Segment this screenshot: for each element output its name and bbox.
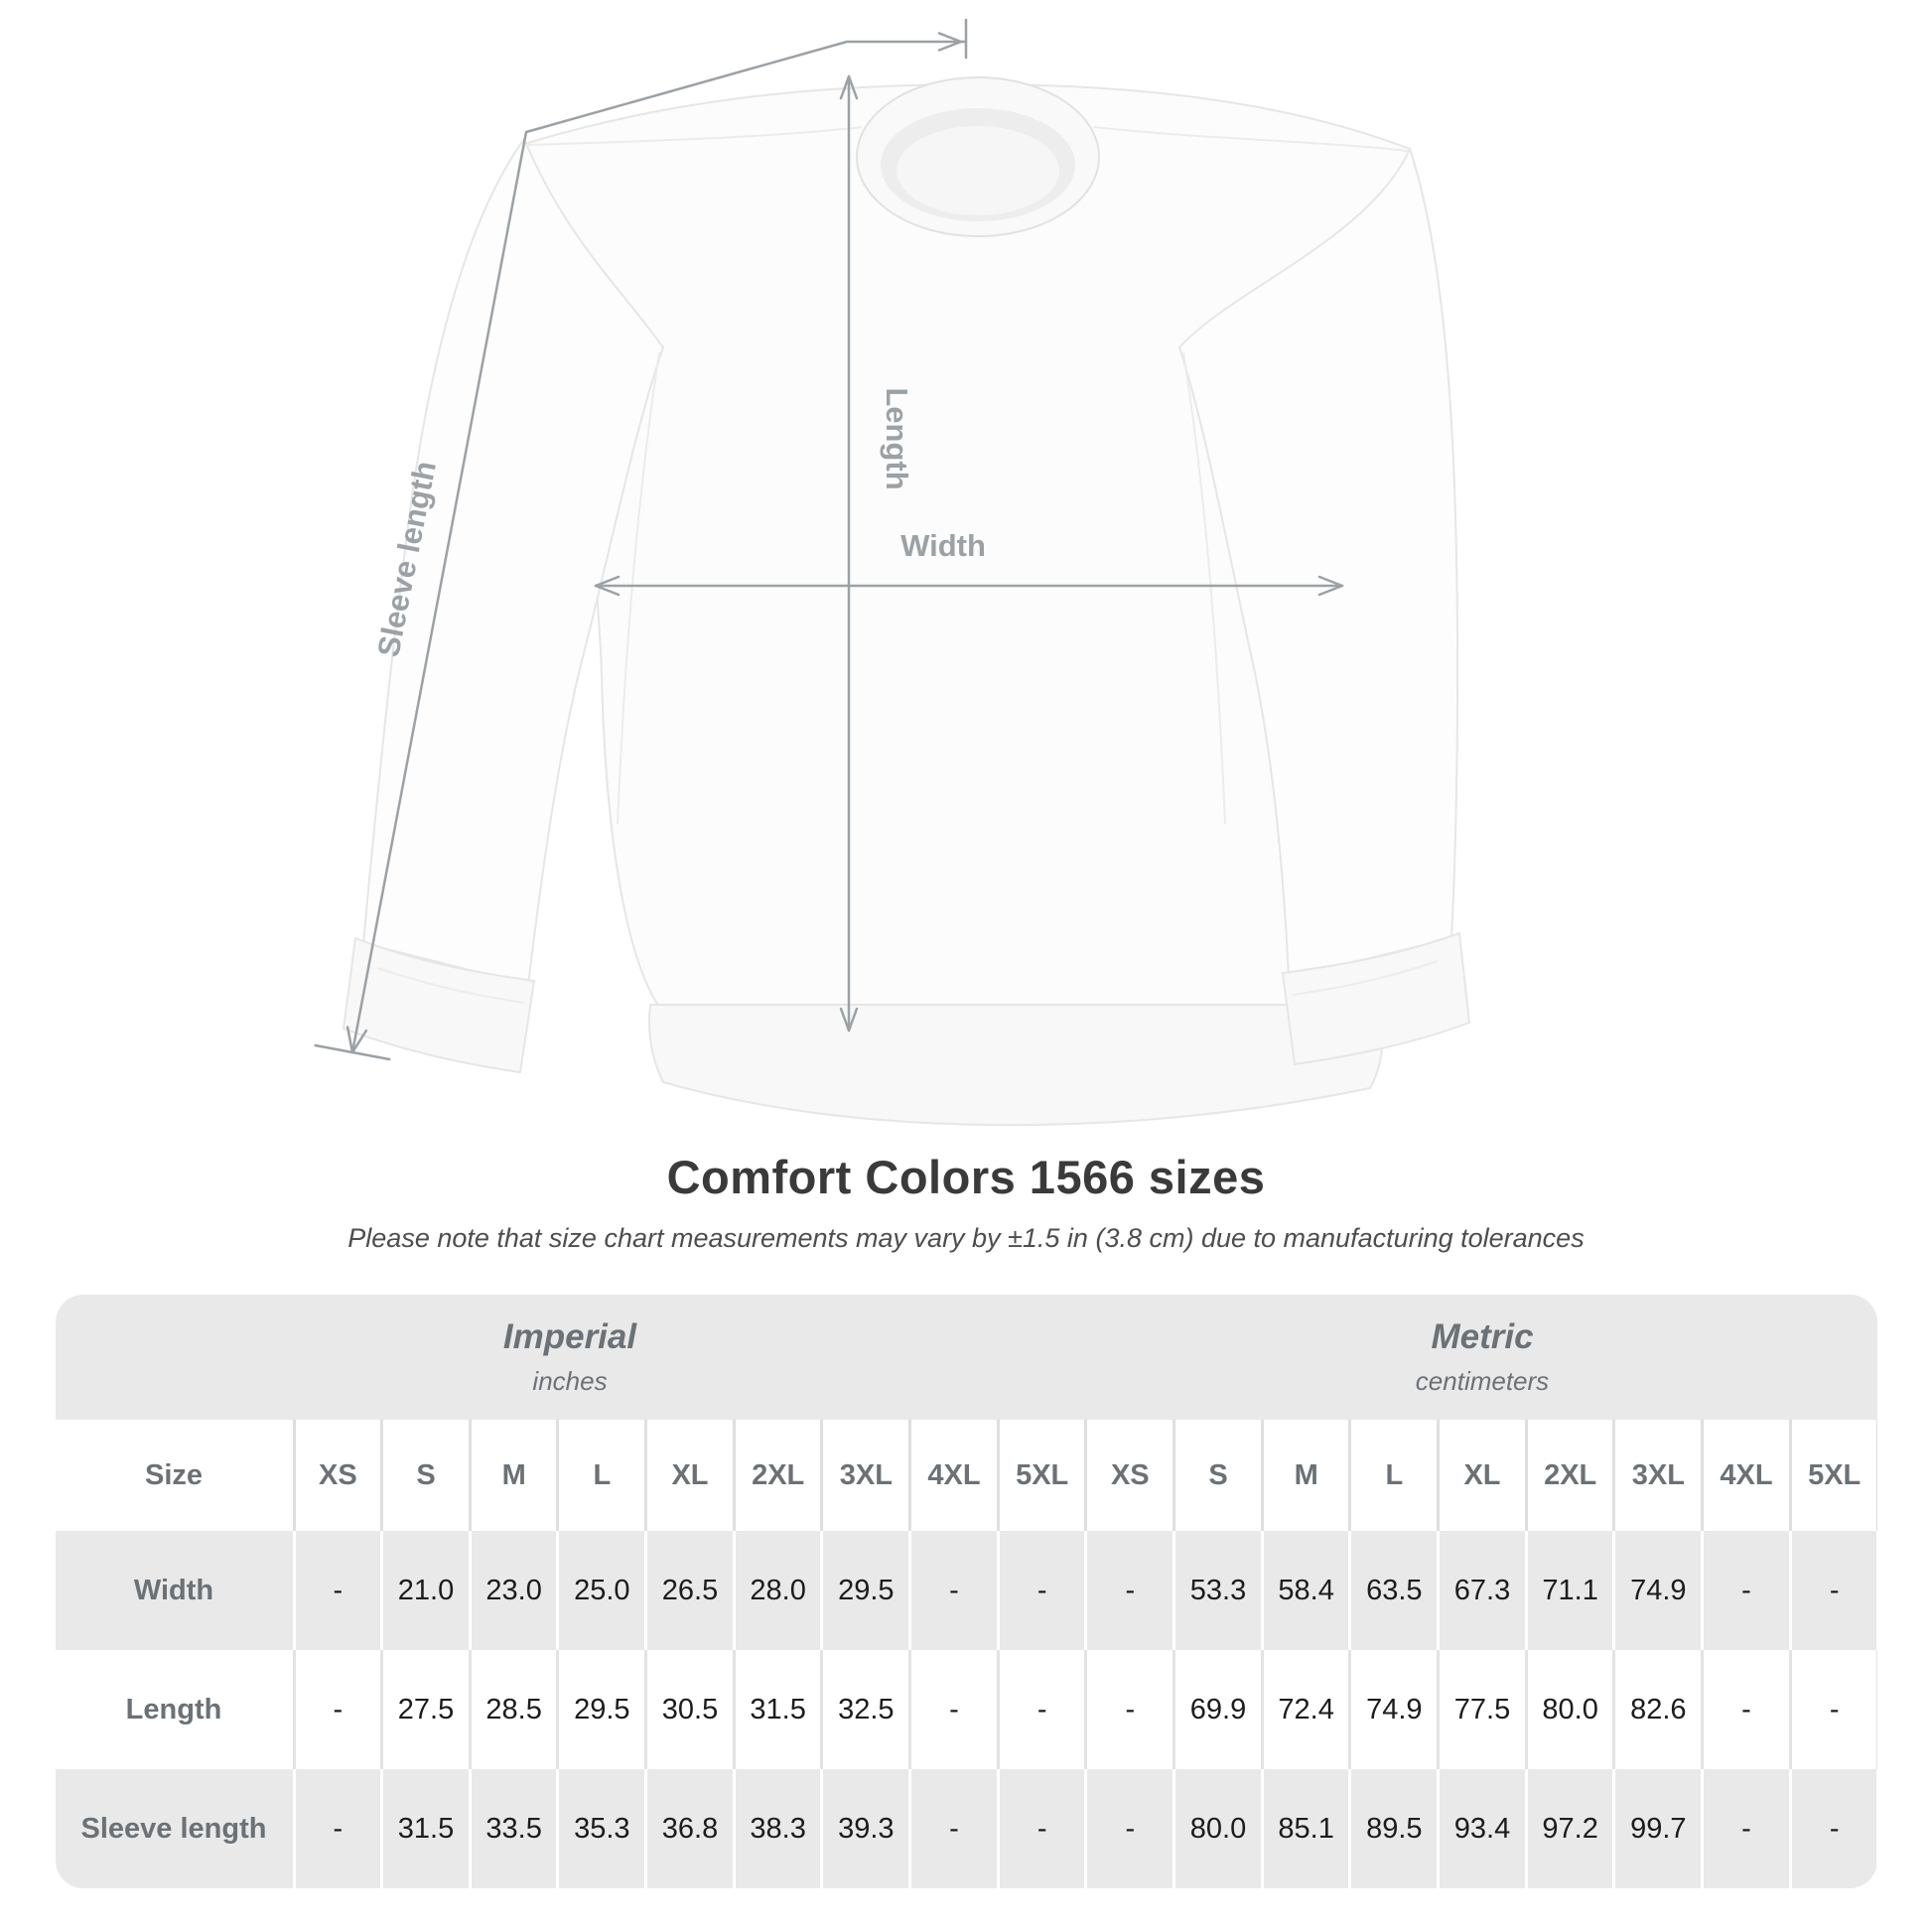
value-cell: 21.0: [383, 1531, 469, 1650]
size-chart-table: Imperial inches Metric centimeters Size X…: [55, 1295, 1877, 1888]
value-cell: -: [1704, 1531, 1789, 1650]
value-cell: 28.0: [735, 1531, 821, 1650]
row-label: Length: [55, 1650, 293, 1769]
value-cell: 80.0: [1527, 1650, 1613, 1769]
value-cell: 63.5: [1351, 1531, 1438, 1650]
size-header-imperial-l: L: [559, 1420, 645, 1531]
value-cell: -: [911, 1531, 997, 1650]
size-header-imperial-xl: XL: [647, 1420, 733, 1531]
value-cell: 27.5: [383, 1650, 469, 1769]
value-cell: -: [999, 1650, 1085, 1769]
value-cell: 29.5: [559, 1650, 645, 1769]
value-cell: 31.5: [735, 1650, 821, 1769]
size-header-metric-2xl: 2XL: [1527, 1420, 1613, 1531]
value-cell: 35.3: [559, 1769, 645, 1888]
value-cell: 74.9: [1351, 1650, 1438, 1769]
size-header-row: Size XS S M L XL 2XL 3XL 4XL 5XL XS S M L XL 2XL 3XL 4XL 5…: [55, 1420, 1877, 1531]
value-cell: -: [1704, 1650, 1789, 1769]
tolerance-note: Please note that size chart measurements…: [347, 1223, 1585, 1253]
width-label: Width: [900, 528, 986, 563]
value-cell: 25.0: [559, 1531, 645, 1650]
value-cell: 33.5: [471, 1769, 557, 1888]
size-header-imperial-4xl: 4XL: [911, 1420, 997, 1531]
value-cell: 71.1: [1527, 1531, 1613, 1650]
size-header-metric-xl: XL: [1440, 1420, 1525, 1531]
size-guide-figure: Width Length Sleeve length: [314, 18, 1471, 1127]
value-cell: 77.5: [1440, 1650, 1525, 1769]
value-cell: 36.8: [647, 1769, 733, 1888]
value-cell: -: [1791, 1531, 1877, 1650]
metric-label: Metric: [1431, 1317, 1534, 1356]
value-cell: -: [1791, 1769, 1877, 1888]
value-cell: 23.0: [471, 1531, 557, 1650]
value-cell: 32.5: [823, 1650, 909, 1769]
value-cell: 74.9: [1615, 1531, 1702, 1650]
size-header-imperial-s: S: [383, 1420, 469, 1531]
value-cell: 53.3: [1175, 1531, 1261, 1650]
size-header-metric-l: L: [1351, 1420, 1438, 1531]
value-cell: 80.0: [1175, 1769, 1261, 1888]
sweatshirt-illustration: [342, 76, 1471, 1127]
metric-unit-label: centimeters: [1415, 1366, 1550, 1396]
value-cell: 99.7: [1615, 1769, 1702, 1888]
size-header-imperial-3xl: 3XL: [823, 1420, 909, 1531]
page-title: Comfort Colors 1566 sizes: [666, 1151, 1266, 1203]
table-row-length: Length -27.5 28.5 29.5 30.5 31.5 32.5- - -69.9 72…: [55, 1650, 1877, 1769]
value-cell: -: [999, 1769, 1085, 1888]
value-cell: -: [295, 1650, 381, 1769]
size-header-imperial-5xl: 5XL: [999, 1420, 1085, 1531]
value-cell: 29.5: [823, 1531, 909, 1650]
size-header-metric-3xl: 3XL: [1615, 1420, 1702, 1531]
row-label: Width: [55, 1531, 293, 1650]
value-cell: 38.3: [735, 1769, 821, 1888]
value-cell: -: [1087, 1531, 1173, 1650]
value-cell: 26.5: [647, 1531, 733, 1650]
size-header-metric-5xl: 5XL: [1791, 1420, 1877, 1531]
value-cell: -: [999, 1531, 1085, 1650]
value-cell: -: [911, 1650, 997, 1769]
sweatshirt-measurement-diagram: Width Length Sleeve length: [314, 18, 1471, 1127]
size-column-header: Size: [55, 1420, 293, 1531]
value-cell: -: [295, 1769, 381, 1888]
units-header-band: Imperial inches Metric centimeters: [55, 1295, 1877, 1420]
width-arrow: [594, 575, 1344, 597]
size-header-metric-4xl: 4XL: [1704, 1420, 1789, 1531]
size-header-metric-m: M: [1263, 1420, 1349, 1531]
value-cell: 31.5: [383, 1769, 469, 1888]
value-cell: -: [1087, 1769, 1173, 1888]
value-cell: 69.9: [1175, 1650, 1261, 1769]
value-cell: 85.1: [1263, 1769, 1349, 1888]
size-header-metric-s: S: [1175, 1420, 1261, 1531]
value-cell: -: [295, 1531, 381, 1650]
metric-section-header: Metric centimeters: [1088, 1295, 1877, 1420]
table-row-sleeve-length: Sleeve length -31.5 33.5 35.3 36.8 38.3 39.3- -…: [55, 1769, 1877, 1888]
value-cell: 97.2: [1527, 1769, 1613, 1888]
value-cell: 28.5: [471, 1650, 557, 1769]
value-cell: -: [1704, 1769, 1789, 1888]
imperial-section-header: Imperial inches: [56, 1295, 1085, 1420]
size-header-imperial-xs: XS: [295, 1420, 381, 1531]
value-cell: 30.5: [647, 1650, 733, 1769]
value-cell: 67.3: [1440, 1531, 1525, 1650]
value-cell: 89.5: [1351, 1769, 1438, 1888]
imperial-unit-label: inches: [532, 1366, 608, 1396]
size-header-metric-xs: XS: [1087, 1420, 1173, 1531]
value-cell: -: [1087, 1650, 1173, 1769]
length-label: Length: [880, 387, 914, 489]
value-cell: -: [1791, 1650, 1877, 1769]
size-header-imperial-2xl: 2XL: [735, 1420, 821, 1531]
value-cell: 58.4: [1263, 1531, 1349, 1650]
value-cell: 82.6: [1615, 1650, 1702, 1769]
table-row-width: Width -21.0 23.0 25.0 26.5 28.0 29.5- - -53.3 58.…: [55, 1531, 1877, 1650]
value-cell: -: [911, 1769, 997, 1888]
size-header-imperial-m: M: [471, 1420, 557, 1531]
value-cell: 93.4: [1440, 1769, 1525, 1888]
sleeve-length-arrow: [314, 18, 968, 1061]
value-cell: 72.4: [1263, 1650, 1349, 1769]
imperial-label: Imperial: [502, 1317, 637, 1356]
value-cell: 39.3: [823, 1769, 909, 1888]
length-arrow: [839, 74, 859, 1033]
row-label: Sleeve length: [55, 1769, 293, 1888]
